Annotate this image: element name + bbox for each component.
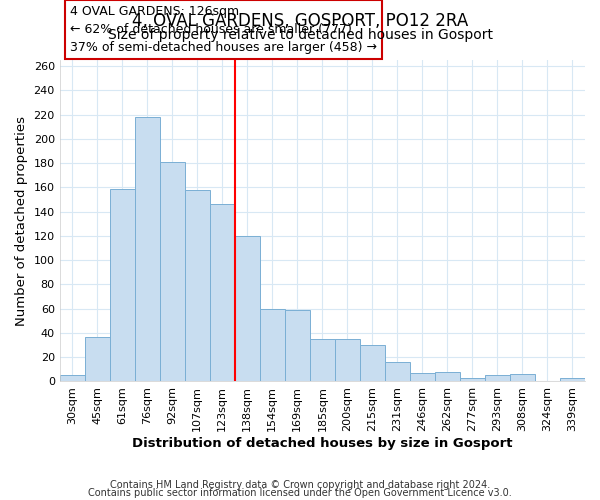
Bar <box>485 376 510 382</box>
Bar <box>385 362 410 382</box>
Bar <box>210 204 235 382</box>
Bar <box>59 376 85 382</box>
Bar <box>360 345 385 382</box>
Bar <box>285 310 310 382</box>
Bar <box>110 188 135 382</box>
Bar <box>235 236 260 382</box>
Text: Contains HM Land Registry data © Crown copyright and database right 2024.: Contains HM Land Registry data © Crown c… <box>110 480 490 490</box>
Text: 4 OVAL GARDENS: 126sqm
← 62% of detached houses are smaller (777)
37% of semi-de: 4 OVAL GARDENS: 126sqm ← 62% of detached… <box>70 4 377 54</box>
X-axis label: Distribution of detached houses by size in Gosport: Distribution of detached houses by size … <box>132 437 512 450</box>
Bar <box>160 162 185 382</box>
Text: 4, OVAL GARDENS, GOSPORT, PO12 2RA: 4, OVAL GARDENS, GOSPORT, PO12 2RA <box>132 12 468 30</box>
Bar <box>460 378 485 382</box>
Text: Size of property relative to detached houses in Gosport: Size of property relative to detached ho… <box>107 28 493 42</box>
Bar <box>335 339 360 382</box>
Bar <box>510 374 535 382</box>
Bar <box>85 336 110 382</box>
Bar <box>310 339 335 382</box>
Bar <box>410 373 435 382</box>
Bar <box>435 372 460 382</box>
Text: Contains public sector information licensed under the Open Government Licence v3: Contains public sector information licen… <box>88 488 512 498</box>
Bar <box>185 190 210 382</box>
Bar <box>135 117 160 382</box>
Y-axis label: Number of detached properties: Number of detached properties <box>15 116 28 326</box>
Bar <box>560 378 585 382</box>
Bar <box>260 308 285 382</box>
